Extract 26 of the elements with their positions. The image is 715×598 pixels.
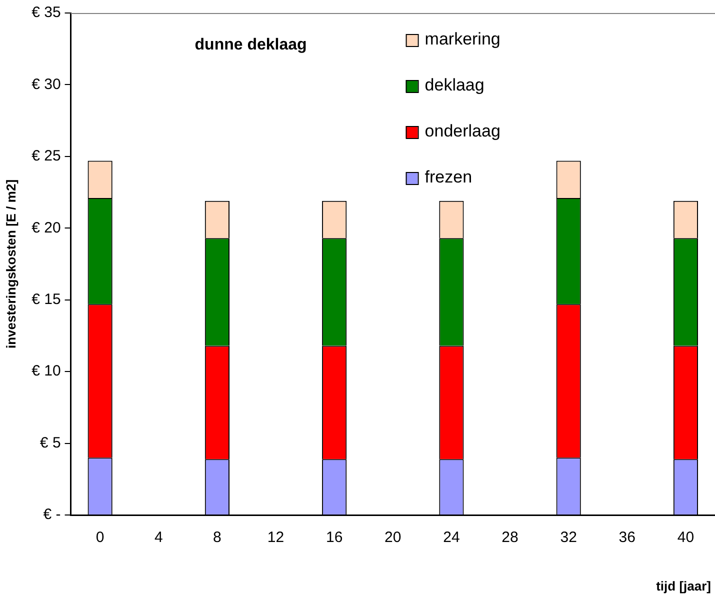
y-tick-label: € 25 <box>32 148 61 165</box>
x-tick-label: 28 <box>502 529 518 546</box>
legend-label: deklaag <box>424 76 484 95</box>
x-tick-label: 20 <box>384 529 402 546</box>
x-tick-label: 24 <box>443 529 460 546</box>
y-tick-label: € 5 <box>40 434 61 452</box>
y-tick-label: € 20 <box>32 219 61 236</box>
y-axis-title: investeringskosten [E / m2] <box>3 179 18 349</box>
x-axis-title: tijd [jaar] <box>656 578 711 594</box>
y-tick-label: € - <box>43 506 61 524</box>
y-tick-label: € 15 <box>32 291 61 308</box>
legend-label: onderlaag <box>424 122 500 141</box>
x-tick-label: 32 <box>560 529 577 546</box>
x-tick-label: 36 <box>618 529 636 546</box>
y-tick-label: € 10 <box>32 362 61 380</box>
x-tick-label: 8 <box>213 529 222 546</box>
x-tick-label: 0 <box>96 529 104 546</box>
legend-label: frezen <box>424 168 472 187</box>
y-tick-label: € 35 <box>32 4 61 22</box>
legend-label: markering <box>424 30 500 49</box>
y-tick-label: € 30 <box>32 76 61 93</box>
x-tick-label: 4 <box>154 529 163 546</box>
text: dunne deklaag <box>194 36 307 54</box>
x-tick-label: 16 <box>326 529 343 546</box>
x-tick-label: 12 <box>267 529 284 546</box>
x-tick-label: 40 <box>677 529 694 546</box>
